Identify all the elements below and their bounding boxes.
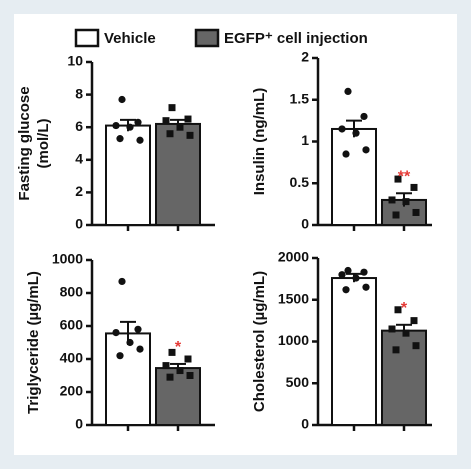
y-axis-label: (mol/L): [35, 119, 52, 169]
y-tick-label: 2000: [278, 249, 309, 265]
y-tick-label: 400: [60, 350, 84, 366]
data-point: [360, 268, 368, 276]
y-axis-label: Cholesterol (µg/mL): [251, 271, 268, 412]
data-point: [134, 325, 142, 333]
y-tick-label: 500: [286, 374, 310, 390]
data-point: [186, 372, 194, 379]
data-point: [118, 95, 126, 104]
bar: [105, 124, 151, 226]
data-point: [118, 277, 126, 286]
legend-swatch: [194, 28, 220, 48]
data-point: [412, 342, 420, 350]
data-point: [362, 283, 370, 291]
y-tick-label: 6: [75, 118, 83, 134]
significance: *: [175, 339, 182, 356]
y-axis-label: Triglyceride (µg/mL): [25, 271, 42, 414]
y-axis-label: Fasting glucose: [16, 86, 33, 200]
data-point: [184, 355, 192, 363]
data-point: [394, 175, 402, 183]
data-point: [134, 118, 142, 126]
data-point: [186, 131, 194, 139]
data-point: [126, 338, 134, 347]
y-tick-label: 0: [301, 416, 309, 432]
data-point: [352, 129, 360, 137]
y-tick-label: 1000: [52, 251, 83, 267]
y-tick-label: 0: [301, 216, 309, 232]
y-tick-label: 1000: [278, 332, 309, 348]
y-tick-label: 10: [67, 53, 83, 69]
data-point: [116, 352, 124, 360]
data-point: [166, 373, 174, 381]
data-point: [342, 150, 350, 158]
data-point: [388, 325, 396, 333]
data-point: [338, 271, 346, 279]
significance: **: [398, 168, 411, 185]
data-point: [402, 329, 410, 337]
y-tick-label: 0: [75, 416, 83, 432]
data-point: [162, 362, 170, 370]
y-tick-label: 2: [75, 183, 83, 199]
data-point: [352, 274, 360, 282]
data-point: [162, 117, 170, 125]
data-point: [394, 306, 402, 314]
y-axis-label: Insulin (ng/mL): [251, 88, 268, 195]
y-tick-label: 800: [60, 284, 84, 300]
data-point: [392, 346, 400, 354]
data-point: [168, 104, 176, 112]
data-point: [392, 211, 400, 219]
data-point: [342, 286, 350, 294]
data-point: [112, 329, 120, 337]
data-point: [410, 183, 418, 191]
data-point: [176, 123, 184, 131]
data-point: [126, 123, 134, 131]
data-point: [344, 266, 352, 275]
data-point: [344, 87, 352, 95]
data-point: [176, 367, 184, 375]
data-point: [184, 115, 192, 123]
y-tick-label: 0.5: [290, 174, 310, 190]
bar: [331, 277, 377, 427]
bar: [155, 122, 201, 226]
legend-swatch: [74, 28, 100, 48]
data-point: [360, 112, 368, 121]
y-tick-label: 2: [301, 49, 309, 65]
y-tick-label: 600: [60, 317, 84, 333]
y-tick-label: 200: [60, 383, 84, 399]
data-point: [388, 196, 396, 204]
data-point: [362, 146, 370, 154]
y-tick-label: 1.5: [290, 90, 310, 106]
legend-label: EGFP⁺ cell injection: [224, 30, 368, 47]
bar: [331, 127, 377, 227]
y-tick-label: 1500: [278, 290, 309, 306]
y-tick-label: 4: [75, 151, 83, 167]
y-tick-label: 0: [75, 216, 83, 232]
data-point: [136, 345, 144, 353]
bar: [105, 332, 151, 426]
data-point: [412, 208, 420, 216]
data-point: [338, 125, 346, 133]
significance: *: [401, 300, 408, 317]
data-point: [112, 121, 120, 130]
data-point: [410, 317, 418, 325]
data-point: [168, 348, 176, 356]
legend-label: Vehicle: [104, 30, 156, 47]
data-point: [116, 135, 124, 143]
data-point: [402, 198, 410, 206]
y-tick-label: 1: [301, 132, 309, 148]
data-point: [136, 136, 144, 144]
y-tick-label: 8: [75, 85, 83, 101]
data-point: [166, 130, 174, 138]
